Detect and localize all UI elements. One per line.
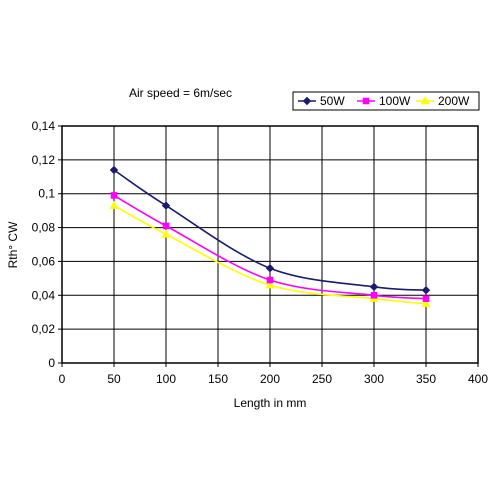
legend-marker	[420, 96, 430, 105]
data-point	[421, 298, 431, 308]
legend-label: 50W	[320, 94, 345, 108]
y-tick-label: 0,08	[32, 221, 56, 235]
y-tick-label: 0	[48, 356, 55, 370]
data-point	[421, 286, 431, 295]
chart-title: Air speed = 6m/sec	[129, 86, 232, 100]
x-tick-label: 100	[156, 372, 176, 386]
data-point	[266, 276, 274, 284]
data-point	[109, 165, 119, 175]
x-axis: 0 50 100 150 200 250 300 350 400	[59, 363, 488, 386]
data-point	[422, 295, 430, 302]
legend-label: 100W	[379, 94, 411, 108]
legend-item: 100W	[357, 94, 411, 108]
x-tick-label: 200	[260, 372, 280, 386]
data-point	[161, 229, 171, 238]
y-axis-label: Rth° CW	[6, 221, 20, 268]
series-layer	[109, 165, 431, 308]
data-point	[369, 282, 379, 292]
legend: 50W 100W 200W	[292, 91, 480, 111]
y-tick-label: 0,14	[32, 119, 56, 133]
x-tick-label: 150	[208, 372, 228, 386]
x-axis-label: Length in mm	[234, 396, 307, 410]
series-50w	[109, 165, 431, 295]
y-tick-label: 0,02	[32, 322, 56, 336]
y-axis: 0 0,02 0,04 0,06 0,08 0,1 0,12 0,14	[32, 119, 62, 370]
data-point	[265, 263, 275, 273]
x-tick-label: 300	[364, 372, 384, 386]
legend-marker	[302, 96, 312, 106]
data-point	[265, 280, 275, 289]
series-200w	[109, 200, 431, 308]
data-point	[162, 222, 170, 230]
data-point	[161, 201, 171, 210]
data-point	[370, 291, 378, 299]
y-tick-label: 0,12	[32, 153, 56, 167]
legend-label: 200W	[438, 94, 470, 108]
series-100w	[110, 192, 430, 302]
x-tick-label: 50	[107, 372, 121, 386]
x-tick-label: 0	[59, 372, 66, 386]
y-tick-label: 0,06	[32, 254, 56, 268]
x-tick-label: 350	[416, 372, 436, 386]
data-point	[110, 192, 118, 199]
x-tick-label: 400	[468, 372, 488, 386]
legend-item: 50W	[298, 94, 345, 108]
data-point	[109, 200, 119, 209]
legend-marker	[362, 97, 370, 105]
y-tick-label: 0,04	[32, 288, 56, 302]
legend-box	[292, 91, 480, 111]
legend-item: 200W	[416, 94, 470, 108]
x-tick-label: 250	[312, 372, 332, 386]
y-tick-label: 0,1	[38, 187, 55, 201]
